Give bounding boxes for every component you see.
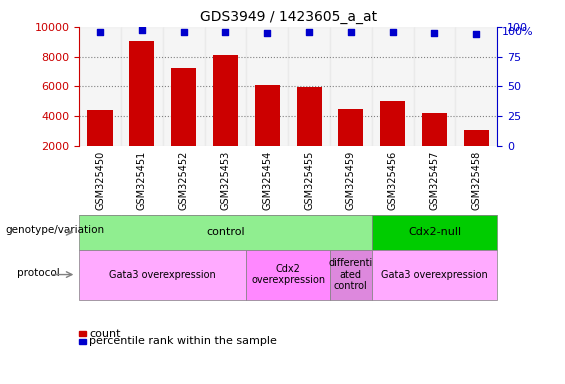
Text: genotype/variation: genotype/variation [6,225,105,235]
Point [472,31,481,37]
Bar [288,27,330,146]
FancyBboxPatch shape [330,250,372,300]
Bar [121,27,163,146]
FancyBboxPatch shape [79,250,246,300]
Bar [380,101,405,176]
Bar [213,55,238,176]
Text: Gata3 overexpression: Gata3 overexpression [381,270,488,280]
Point [179,28,188,35]
FancyBboxPatch shape [246,250,330,300]
Point [95,28,105,35]
Bar [338,109,363,176]
Point [346,28,355,35]
Point [137,27,146,33]
Bar [171,68,196,176]
Bar [246,27,288,146]
Text: Cdx2-null: Cdx2-null [408,227,461,237]
Bar [414,27,455,146]
Bar [205,27,246,146]
Text: count: count [89,329,121,339]
Bar [79,339,86,344]
Bar [422,113,447,176]
Bar [129,41,154,176]
Bar [464,130,489,176]
Point [430,30,439,36]
Bar [88,110,112,176]
Text: 100%: 100% [501,27,533,37]
Bar [372,27,414,146]
Bar [163,27,205,146]
Title: GDS3949 / 1423605_a_at: GDS3949 / 1423605_a_at [199,10,377,25]
Point [263,30,272,36]
Point [221,28,230,35]
Text: protocol: protocol [17,268,60,278]
Bar [79,27,121,146]
Bar [255,85,280,176]
Bar [297,87,321,176]
Text: control: control [206,227,245,237]
Bar [79,331,86,336]
FancyBboxPatch shape [79,215,372,250]
Text: Gata3 overexpression: Gata3 overexpression [110,270,216,280]
Text: Cdx2
overexpression: Cdx2 overexpression [251,264,325,285]
Point [305,28,314,35]
Text: differenti
ated
control: differenti ated control [329,258,373,291]
Bar [455,27,497,146]
Text: percentile rank within the sample: percentile rank within the sample [89,336,277,346]
FancyBboxPatch shape [372,215,497,250]
Bar [330,27,372,146]
Point [388,28,397,35]
FancyBboxPatch shape [372,250,497,300]
